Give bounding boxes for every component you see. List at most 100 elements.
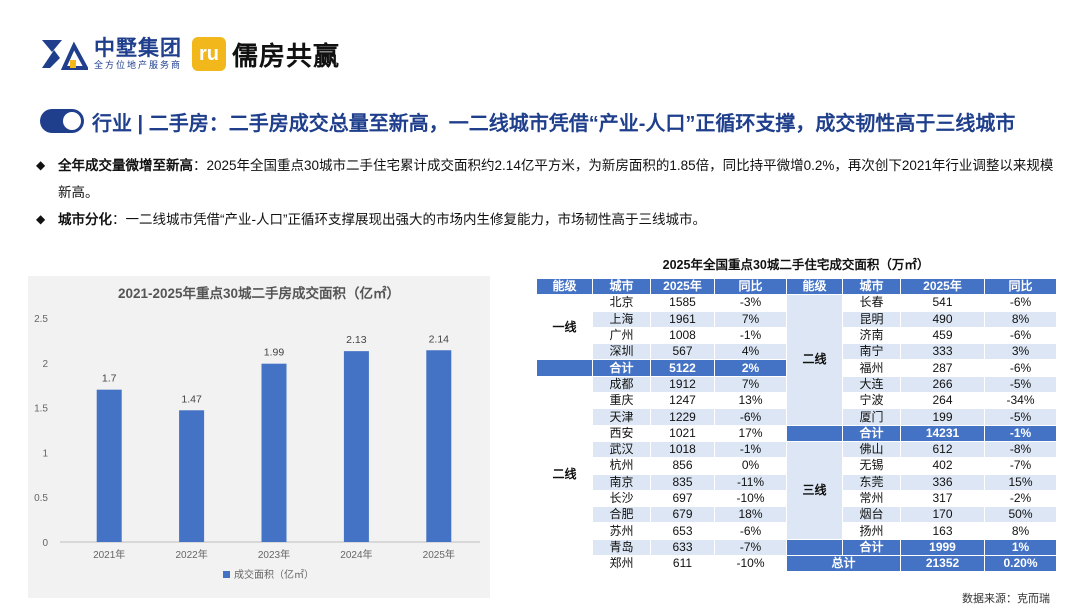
area-cell: 266 — [900, 375, 985, 394]
city-cell: 长沙 — [592, 489, 651, 508]
city-cell: 佛山 — [842, 440, 901, 459]
area-cell: 1021 — [650, 424, 715, 442]
legend-swatch — [223, 571, 230, 578]
area-cell: 1961 — [650, 310, 715, 328]
area-cell: 163 — [900, 522, 985, 540]
grand-total-yoy: 0.20% — [984, 555, 1057, 573]
y-tick-label: 2.5 — [34, 314, 48, 325]
toggle-icon — [40, 109, 84, 133]
area-cell: 199 — [900, 408, 985, 426]
yoy-cell: -1% — [714, 326, 787, 345]
yoy-cell: -7% — [714, 538, 787, 557]
y-tick-label: 1 — [42, 448, 48, 459]
city-cell: 上海 — [592, 310, 651, 328]
y-tick-label: 0 — [42, 538, 48, 549]
city-cell: 南宁 — [842, 343, 901, 361]
table-row: 重庆 1247 13% 宁波 264 -34% — [537, 392, 1057, 410]
table-row: 长沙 697 -10% 常州 317 -2% — [537, 489, 1057, 508]
city-cell: 广州 — [592, 326, 651, 345]
yoy-cell: -34% — [984, 392, 1057, 410]
tier-label: 二线 — [786, 294, 843, 426]
city-cell: 合肥 — [592, 506, 651, 524]
bullet-item: ◆ 城市分化：一二线城市凭借“产业-人口”正循环支撑展现出强大的市场内生修复能力… — [36, 206, 1056, 233]
yoy-cell: 15% — [984, 473, 1057, 491]
area-cell: 264 — [900, 392, 985, 410]
data-label: 1.99 — [264, 347, 285, 359]
city-cell: 郑州 — [592, 555, 651, 573]
area-cell: 1008 — [650, 326, 715, 345]
city-cell: 东莞 — [842, 473, 901, 491]
area-cell: 567 — [650, 343, 715, 361]
area-cell: 287 — [900, 359, 985, 377]
city-cell: 武汉 — [592, 440, 651, 459]
yoy-cell: -11% — [714, 473, 787, 491]
city-cell: 常州 — [842, 489, 901, 508]
tier-label: 二线 — [536, 375, 593, 573]
brand-name: 儒房共赢 — [232, 40, 341, 71]
page-title-row: 行业 | 二手房：二手房成交总量至新高，一二线城市凭借“产业-人口”正循环支撑，… — [40, 104, 1015, 138]
x-tick-label: 2024年 — [340, 548, 372, 561]
table-row: 二线 成都 1912 7% 大连 266 -5% — [536, 375, 1057, 573]
subtotal-yoy: 2% — [714, 359, 787, 377]
table-header-cell: 2025年 — [650, 277, 715, 296]
table-row: 南京 835 -11% 东莞 336 15% — [537, 473, 1057, 491]
area-cell: 402 — [900, 457, 985, 475]
x-tick-label: 2021年 — [93, 548, 125, 561]
bullet-item: ◆ 全年成交量微增至新高：2025年全国重点30城市二手住宅累计成交面积约2.1… — [36, 152, 1056, 206]
table-row: 一线 北京 1585 -3% 二线 长春 541 -6% — [536, 294, 1057, 426]
yoy-cell: -1% — [714, 440, 787, 459]
bar — [343, 351, 369, 542]
data-label: 1.47 — [181, 393, 202, 405]
yoy-cell: 8% — [984, 522, 1057, 540]
table-header-cell: 同比 — [984, 277, 1057, 296]
area-cell: 459 — [900, 326, 985, 345]
city-cell: 天津 — [592, 408, 651, 426]
city-cell: 北京 — [592, 294, 651, 312]
x-tick-label: 2023年 — [258, 548, 290, 561]
bar-chart: 2021-2025年重点30城二手房成交面积（亿㎡） 0 0.5 1 1.5 2 2.5 1.… — [28, 276, 490, 598]
yoy-cell: -6% — [714, 522, 787, 540]
subtotal-blank — [786, 424, 843, 442]
yoy-cell: 8% — [984, 310, 1057, 328]
company-name: 中墅集团 — [94, 36, 182, 60]
yoy-cell: -10% — [714, 555, 787, 573]
yoy-cell: 0% — [714, 457, 787, 475]
area-cell: 490 — [900, 310, 985, 328]
city-cell: 福州 — [842, 359, 901, 377]
city-cell: 重庆 — [592, 392, 651, 410]
area-cell: 612 — [900, 440, 985, 459]
city-cell: 大连 — [842, 375, 901, 394]
yoy-cell: 13% — [714, 392, 787, 410]
area-cell: 317 — [900, 489, 985, 508]
area-cell: 856 — [650, 457, 715, 475]
yoy-cell: -3% — [714, 294, 787, 312]
area-cell: 697 — [650, 489, 715, 508]
bar — [96, 389, 122, 542]
table-row: 武汉 1018 -1% 三线 佛山 612 -8% — [537, 440, 1057, 540]
area-cell: 653 — [650, 522, 715, 540]
city-cell: 南京 — [592, 473, 651, 491]
table-row: 广州 1008 -1% 济南 459 -6% — [537, 326, 1057, 345]
diamond-bullet-icon: ◆ — [36, 158, 46, 172]
table-header-cell: 能级 — [536, 277, 593, 296]
area-cell: 1229 — [650, 408, 715, 426]
yoy-cell: -6% — [714, 408, 787, 426]
grand-total-area: 21352 — [900, 555, 985, 573]
yoy-cell: -6% — [984, 326, 1057, 345]
city-cell: 杭州 — [592, 457, 651, 475]
page-title: 行业 | 二手房：二手房成交总量至新高，一二线城市凭借“产业-人口”正循环支撑，… — [92, 112, 1016, 135]
tier-label: 三线 — [786, 440, 843, 540]
table-header-cell: 2025年 — [900, 277, 985, 296]
table-title: 2025年全国重点30城二手住宅成交面积（万㎡） — [662, 258, 930, 272]
yoy-cell: 17% — [714, 424, 787, 442]
legend-label: 成交面积（亿㎡） — [234, 568, 314, 581]
bullet-text: ：2025年全国重点30城市二手住宅累计成交面积约2.14亿平方米，为新房面积的… — [58, 158, 1054, 200]
area-cell: 611 — [650, 555, 715, 573]
y-tick-label: 0.5 — [34, 493, 48, 504]
city-cell: 苏州 — [592, 522, 651, 540]
table-row: 青岛 633 -7% 合计 1999 1% — [537, 538, 1057, 557]
table-header-cell: 城市 — [842, 277, 901, 296]
bullet-label: 全年成交量微增至新高 — [58, 158, 193, 173]
data-source: 数据来源：克而瑞 — [962, 593, 1050, 605]
table-row: 杭州 856 0% 无锡 402 -7% — [537, 457, 1057, 475]
